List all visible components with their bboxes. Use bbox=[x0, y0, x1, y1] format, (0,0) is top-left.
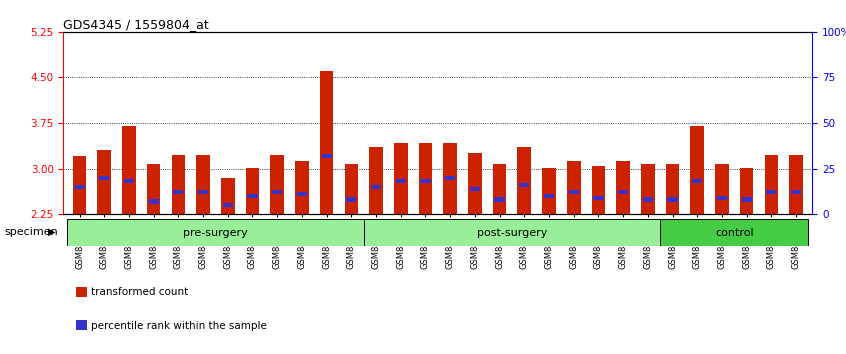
Bar bbox=[222, 203, 233, 207]
Bar bbox=[740, 168, 754, 214]
Bar bbox=[245, 168, 259, 214]
Text: post-surgery: post-surgery bbox=[477, 228, 547, 238]
Text: control: control bbox=[715, 228, 754, 238]
Bar bbox=[122, 126, 135, 214]
Bar bbox=[320, 72, 333, 214]
Bar bbox=[247, 194, 257, 198]
Text: GDS4345 / 1559804_at: GDS4345 / 1559804_at bbox=[63, 18, 209, 31]
Bar bbox=[344, 164, 358, 214]
Bar bbox=[73, 156, 86, 214]
Bar bbox=[643, 198, 653, 202]
Bar bbox=[271, 155, 284, 214]
Bar bbox=[766, 190, 777, 194]
Bar bbox=[198, 190, 208, 194]
Bar bbox=[715, 164, 728, 214]
Bar bbox=[567, 161, 580, 214]
Text: specimen: specimen bbox=[4, 227, 58, 237]
Bar bbox=[272, 190, 283, 194]
Bar bbox=[789, 155, 803, 214]
Bar bbox=[221, 178, 234, 214]
Bar bbox=[196, 155, 210, 214]
Bar bbox=[74, 185, 85, 189]
Bar bbox=[519, 183, 530, 187]
Bar bbox=[660, 219, 809, 246]
Bar bbox=[149, 199, 159, 204]
Bar bbox=[742, 198, 752, 202]
Bar bbox=[765, 155, 778, 214]
Bar bbox=[666, 164, 679, 214]
Bar bbox=[364, 219, 660, 246]
Bar bbox=[591, 166, 605, 214]
Bar bbox=[173, 190, 184, 194]
Bar bbox=[470, 187, 480, 191]
Bar bbox=[494, 198, 505, 202]
Bar bbox=[443, 143, 457, 214]
Bar bbox=[394, 143, 408, 214]
Bar bbox=[369, 147, 383, 214]
Bar bbox=[518, 147, 531, 214]
Text: percentile rank within the sample: percentile rank within the sample bbox=[91, 321, 267, 331]
Bar bbox=[419, 143, 432, 214]
Bar bbox=[396, 179, 406, 183]
Bar bbox=[617, 161, 630, 214]
Bar bbox=[544, 194, 554, 198]
Bar bbox=[641, 164, 655, 214]
Bar bbox=[492, 164, 507, 214]
Bar bbox=[99, 176, 109, 180]
Bar bbox=[172, 155, 185, 214]
Bar bbox=[346, 198, 356, 202]
Text: pre-surgery: pre-surgery bbox=[183, 228, 248, 238]
Bar bbox=[124, 179, 134, 183]
Bar bbox=[445, 176, 455, 180]
Bar bbox=[717, 196, 727, 200]
Text: transformed count: transformed count bbox=[91, 287, 189, 297]
Bar bbox=[321, 154, 332, 158]
Bar bbox=[67, 219, 364, 246]
Bar bbox=[147, 164, 161, 214]
Bar bbox=[690, 126, 704, 214]
Bar bbox=[569, 190, 579, 194]
Bar bbox=[468, 153, 481, 214]
Bar bbox=[542, 168, 556, 214]
Bar bbox=[297, 192, 307, 196]
Text: ▶: ▶ bbox=[48, 227, 56, 237]
Bar bbox=[97, 150, 111, 214]
Bar bbox=[791, 190, 801, 194]
Bar bbox=[618, 190, 629, 194]
Bar bbox=[295, 161, 309, 214]
Bar bbox=[371, 185, 382, 189]
Bar bbox=[692, 179, 702, 183]
Bar bbox=[667, 198, 678, 202]
Bar bbox=[420, 179, 431, 183]
Bar bbox=[593, 196, 603, 200]
